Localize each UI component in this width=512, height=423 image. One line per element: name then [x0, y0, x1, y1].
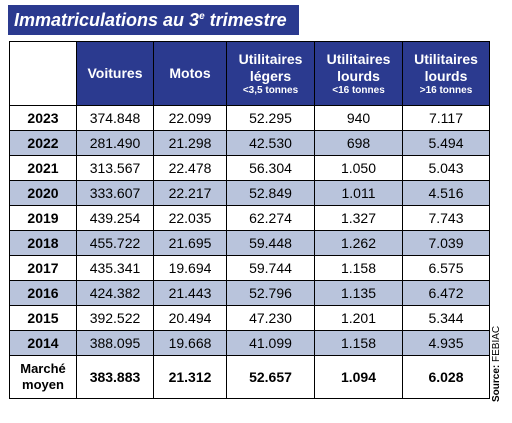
- average-motos: 21.312: [153, 355, 227, 399]
- value-cell-voitures: 281.490: [76, 130, 154, 156]
- year-cell: 2021: [9, 155, 77, 181]
- header-row: Voitures Motos Utilitaires légers <3,5 ton…: [9, 41, 490, 106]
- table-row: 2016 424.382 21.443 52.796 1.135 6.472: [9, 280, 490, 306]
- value-cell-voitures: 313.567: [76, 155, 154, 181]
- value-cell-lourds_gt16: 7.743: [402, 205, 490, 231]
- value-cell-motos: 21.695: [153, 230, 227, 256]
- page-title: Immatriculations au 3e trimestre: [8, 5, 299, 35]
- value-cell-motos: 22.099: [153, 105, 227, 131]
- value-cell-legers: 52.849: [226, 180, 315, 206]
- value-cell-motos: 22.217: [153, 180, 227, 206]
- year-cell: 2017: [9, 255, 77, 281]
- table-row: 2018 455.722 21.695 59.448 1.262 7.039: [9, 230, 490, 256]
- value-cell-motos: 19.668: [153, 330, 227, 356]
- value-cell-lourds_gt16: 6.472: [402, 280, 490, 306]
- value-cell-lourds_gt16: 7.117: [402, 105, 490, 131]
- value-cell-legers: 42.530: [226, 130, 315, 156]
- value-cell-lourds16: 1.135: [314, 280, 403, 306]
- source-note: Source: FEBIAC: [491, 325, 502, 402]
- value-cell-lourds_gt16: 6.575: [402, 255, 490, 281]
- year-cell: 2016: [9, 280, 77, 306]
- table-row: 2015 392.522 20.494 47.230 1.201 5.344: [9, 305, 490, 331]
- value-cell-lourds_gt16: 4.516: [402, 180, 490, 206]
- value-cell-legers: 56.304: [226, 155, 315, 181]
- value-cell-lourds16: 1.327: [314, 205, 403, 231]
- value-cell-legers: 52.295: [226, 105, 315, 131]
- value-cell-lourds_gt16: 7.039: [402, 230, 490, 256]
- value-cell-lourds_gt16: 5.344: [402, 305, 490, 331]
- value-cell-lourds16: 698: [314, 130, 403, 156]
- value-cell-motos: 20.494: [153, 305, 227, 331]
- value-cell-lourds16: 1.011: [314, 180, 403, 206]
- value-cell-lourds_gt16: 5.043: [402, 155, 490, 181]
- value-cell-lourds16: 1.158: [314, 330, 403, 356]
- value-cell-motos: 22.478: [153, 155, 227, 181]
- corner-cell: [9, 41, 77, 106]
- value-cell-voitures: 392.522: [76, 305, 154, 331]
- value-cell-lourds_gt16: 5.494: [402, 130, 490, 156]
- header-utilitaires-lourds-gt16: Utilitaires lourds >16 tonnes: [402, 41, 490, 106]
- average-lourds-16: 1.094: [314, 355, 403, 399]
- average-label: Marché moyen: [9, 355, 77, 399]
- header-voitures: Voitures: [76, 41, 154, 106]
- year-cell: 2022: [9, 130, 77, 156]
- year-cell: 2015: [9, 305, 77, 331]
- table-row: 2023 374.848 22.099 52.295 940 7.117: [9, 105, 490, 131]
- table-row: 2019 439.254 22.035 62.274 1.327 7.743: [9, 205, 490, 231]
- header-motos: Motos: [153, 41, 227, 106]
- value-cell-legers: 59.448: [226, 230, 315, 256]
- year-cell: 2020: [9, 180, 77, 206]
- table-row: 2021 313.567 22.478 56.304 1.050 5.043: [9, 155, 490, 181]
- year-cell: 2018: [9, 230, 77, 256]
- value-cell-motos: 22.035: [153, 205, 227, 231]
- value-cell-voitures: 388.095: [76, 330, 154, 356]
- value-cell-legers: 59.744: [226, 255, 315, 281]
- value-cell-voitures: 455.722: [76, 230, 154, 256]
- header-utilitaires-lourds-16: Utilitaires lourds <16 tonnes: [314, 41, 403, 106]
- registrations-table: Voitures Motos Utilitaires légers <3,5 ton…: [9, 41, 490, 399]
- average-voitures: 383.883: [76, 355, 154, 399]
- value-cell-motos: 19.694: [153, 255, 227, 281]
- value-cell-lourds_gt16: 4.935: [402, 330, 490, 356]
- header-utilitaires-legers: Utilitaires légers <3,5 tonnes: [226, 41, 315, 106]
- average-lourds-gt16: 6.028: [402, 355, 490, 399]
- value-cell-voitures: 333.607: [76, 180, 154, 206]
- table-row: 2020 333.607 22.217 52.849 1.011 4.516: [9, 180, 490, 206]
- value-cell-legers: 52.796: [226, 280, 315, 306]
- value-cell-motos: 21.443: [153, 280, 227, 306]
- value-cell-legers: 62.274: [226, 205, 315, 231]
- value-cell-lourds16: 1.201: [314, 305, 403, 331]
- value-cell-voitures: 374.848: [76, 105, 154, 131]
- value-cell-lourds16: 1.262: [314, 230, 403, 256]
- table-row: 2017 435.341 19.694 59.744 1.158 6.575: [9, 255, 490, 281]
- year-cell: 2019: [9, 205, 77, 231]
- year-cell: 2014: [9, 330, 77, 356]
- value-cell-motos: 21.298: [153, 130, 227, 156]
- value-cell-legers: 47.230: [226, 305, 315, 331]
- average-row: Marché moyen 383.883 21.312 52.657 1.094 …: [9, 355, 490, 399]
- table-row: 2014 388.095 19.668 41.099 1.158 4.935: [9, 330, 490, 356]
- value-cell-legers: 41.099: [226, 330, 315, 356]
- value-cell-voitures: 435.341: [76, 255, 154, 281]
- value-cell-lourds16: 940: [314, 105, 403, 131]
- value-cell-lourds16: 1.158: [314, 255, 403, 281]
- average-legers: 52.657: [226, 355, 315, 399]
- value-cell-lourds16: 1.050: [314, 155, 403, 181]
- value-cell-voitures: 439.254: [76, 205, 154, 231]
- year-cell: 2023: [9, 105, 77, 131]
- value-cell-voitures: 424.382: [76, 280, 154, 306]
- table-row: 2022 281.490 21.298 42.530 698 5.494: [9, 130, 490, 156]
